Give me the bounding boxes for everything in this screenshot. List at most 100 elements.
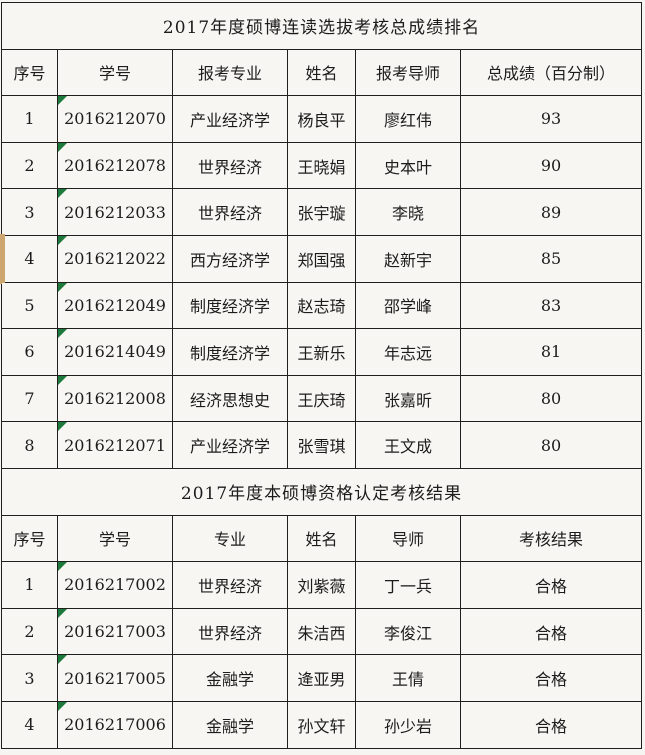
column-header-student-id: 学号 bbox=[57, 514, 173, 563]
student-id-cell: 2016212049 bbox=[57, 281, 173, 330]
index-cell: 4 bbox=[0, 234, 58, 284]
advisor-cell: 李晓 bbox=[355, 188, 461, 236]
column-header-major: 专业 bbox=[172, 514, 288, 563]
index-cell: 3 bbox=[1, 654, 58, 702]
table-row: 1 2016217002 世界经济 刘紫薇 丁一兵 合格 bbox=[1, 561, 643, 609]
advisor-cell: 王文成 bbox=[355, 421, 461, 469]
student-id-cell: 2016212033 bbox=[57, 188, 173, 236]
column-header-result: 考核结果 bbox=[459, 514, 643, 563]
name-cell: 逄亚男 bbox=[287, 654, 356, 702]
major-cell: 金融学 bbox=[172, 654, 288, 702]
table-row: 4 2016217006 金融学 孙文轩 孙少岩 合格 bbox=[1, 700, 643, 749]
column-header-major: 报考专业 bbox=[172, 48, 288, 97]
green-triangle-icon bbox=[58, 329, 67, 339]
index-cell: 1 bbox=[1, 95, 58, 143]
name-cell: 王晓娟 bbox=[287, 141, 356, 190]
name-cell: 王新乐 bbox=[287, 328, 356, 376]
table-row: 4 2016212022 西方经济学 郑国强 赵新宇 85 bbox=[0, 234, 643, 284]
green-triangle-icon bbox=[58, 422, 67, 432]
student-id-cell: 2016217002 bbox=[57, 561, 173, 609]
index-cell: 1 bbox=[1, 561, 58, 609]
table-row: 8 2016212071 产业经济学 张雪琪 王文成 80 bbox=[1, 421, 643, 469]
advisor-cell: 史本叶 bbox=[355, 141, 461, 190]
major-cell: 产业经济学 bbox=[172, 421, 288, 469]
student-id-cell: 2016217003 bbox=[57, 607, 173, 656]
advisor-cell: 王倩 bbox=[355, 654, 461, 702]
student-id-cell: 2016212070 bbox=[57, 95, 173, 143]
result-cell: 81 bbox=[459, 328, 643, 376]
table1-header-section: 2017年度硕博连读选拔考核总成绩排名 序号 学号 报考专业 姓名 报考导师 总… bbox=[0, 2, 643, 97]
green-triangle-icon bbox=[58, 282, 67, 292]
advisor-cell: 孙少岩 bbox=[355, 700, 461, 749]
major-cell: 世界经济 bbox=[172, 607, 288, 656]
table2-body: 1 2016217002 世界经济 刘紫薇 丁一兵 合格 2 2016217003 世界经济 朱洁… bbox=[1, 561, 643, 749]
green-triangle-icon bbox=[58, 375, 67, 385]
name-cell: 孙文轩 bbox=[287, 700, 356, 749]
green-triangle-icon bbox=[58, 655, 67, 665]
student-id-cell: 2016217005 bbox=[57, 654, 173, 702]
result-cell: 80 bbox=[459, 374, 643, 423]
table-row: 3 2016217005 金融学 逄亚男 王倩 合格 bbox=[1, 654, 643, 702]
green-triangle-icon bbox=[58, 96, 67, 106]
table1-header-row: 序号 学号 报考专业 姓名 报考导师 总成绩（百分制） bbox=[1, 48, 643, 97]
major-cell: 制度经济学 bbox=[172, 328, 288, 376]
name-cell: 杨良平 bbox=[287, 95, 356, 143]
student-id-cell: 2016217006 bbox=[57, 700, 173, 749]
index-cell: 8 bbox=[1, 421, 58, 469]
table-row: 7 2016212008 经济思想史 王庆琦 张嘉昕 80 bbox=[1, 374, 643, 423]
result-cell: 合格 bbox=[459, 561, 643, 609]
major-cell: 西方经济学 bbox=[172, 234, 288, 283]
column-header-index: 序号 bbox=[1, 48, 58, 97]
major-cell: 经济思想史 bbox=[172, 374, 288, 423]
advisor-cell: 张嘉昕 bbox=[355, 374, 461, 423]
student-id-cell: 2016212008 bbox=[57, 374, 173, 423]
name-cell: 郑国强 bbox=[287, 234, 356, 283]
advisor-cell: 邵学峰 bbox=[355, 281, 461, 330]
column-header-advisor: 导师 bbox=[355, 514, 461, 563]
major-cell: 世界经济 bbox=[172, 141, 288, 190]
green-triangle-icon bbox=[58, 608, 67, 618]
result-cell: 90 bbox=[459, 141, 643, 190]
result-cell: 80 bbox=[459, 421, 643, 469]
index-cell: 2 bbox=[1, 141, 58, 190]
table-row: 2 2016212078 世界经济 王晓娟 史本叶 90 bbox=[1, 141, 643, 190]
index-cell: 6 bbox=[1, 328, 58, 376]
student-id-cell: 2016212071 bbox=[57, 421, 173, 469]
advisor-cell: 李俊江 bbox=[355, 607, 461, 656]
advisor-cell: 丁一兵 bbox=[355, 561, 461, 609]
result-cell: 89 bbox=[459, 188, 643, 236]
table2-header-section: 2017年度本硕博资格认定考核结果 序号 学号 专业 姓名 导师 考核结果 bbox=[0, 467, 643, 563]
green-triangle-icon bbox=[58, 142, 67, 152]
table-row: 3 2016212033 世界经济 张宇璇 李晓 89 bbox=[1, 188, 643, 236]
table2-title-row: 2017年度本硕博资格认定考核结果 bbox=[0, 467, 643, 516]
result-cell: 合格 bbox=[459, 654, 643, 702]
table2-header-row: 序号 学号 专业 姓名 导师 考核结果 bbox=[1, 514, 643, 563]
major-cell: 世界经济 bbox=[172, 561, 288, 609]
index-cell: 3 bbox=[1, 188, 58, 236]
major-cell: 金融学 bbox=[172, 700, 288, 749]
major-cell: 世界经济 bbox=[172, 188, 288, 236]
column-header-name: 姓名 bbox=[287, 48, 356, 97]
column-header-name: 姓名 bbox=[287, 514, 356, 563]
result-cell: 83 bbox=[459, 281, 643, 330]
result-cell: 合格 bbox=[459, 607, 643, 656]
name-cell: 张雪琪 bbox=[287, 421, 356, 469]
index-cell: 7 bbox=[1, 374, 58, 423]
index-cell: 4 bbox=[1, 700, 58, 749]
advisor-cell: 廖红伟 bbox=[355, 95, 461, 143]
green-triangle-icon bbox=[58, 189, 67, 199]
major-cell: 制度经济学 bbox=[172, 281, 288, 330]
advisor-cell: 年志远 bbox=[355, 328, 461, 376]
table1-body: 1 2016212070 产业经济学 杨良平 廖红伟 93 2 2016212078 世界经济王… bbox=[0, 95, 643, 469]
name-cell: 赵志琦 bbox=[287, 281, 356, 330]
table1-title: 2017年度硕博连读选拔考核总成绩排名 bbox=[0, 2, 643, 50]
table-row: 6 2016214049 制度经济学 王新乐 年志远 81 bbox=[1, 328, 643, 376]
student-id-cell: 2016214049 bbox=[57, 328, 173, 376]
name-cell: 刘紫薇 bbox=[287, 561, 356, 609]
column-header-student-id: 学号 bbox=[57, 48, 173, 97]
result-cell: 93 bbox=[459, 95, 643, 143]
column-header-advisor: 报考导师 bbox=[355, 48, 461, 97]
table2-title: 2017年度本硕博资格认定考核结果 bbox=[0, 467, 643, 516]
result-cell: 85 bbox=[459, 234, 643, 283]
